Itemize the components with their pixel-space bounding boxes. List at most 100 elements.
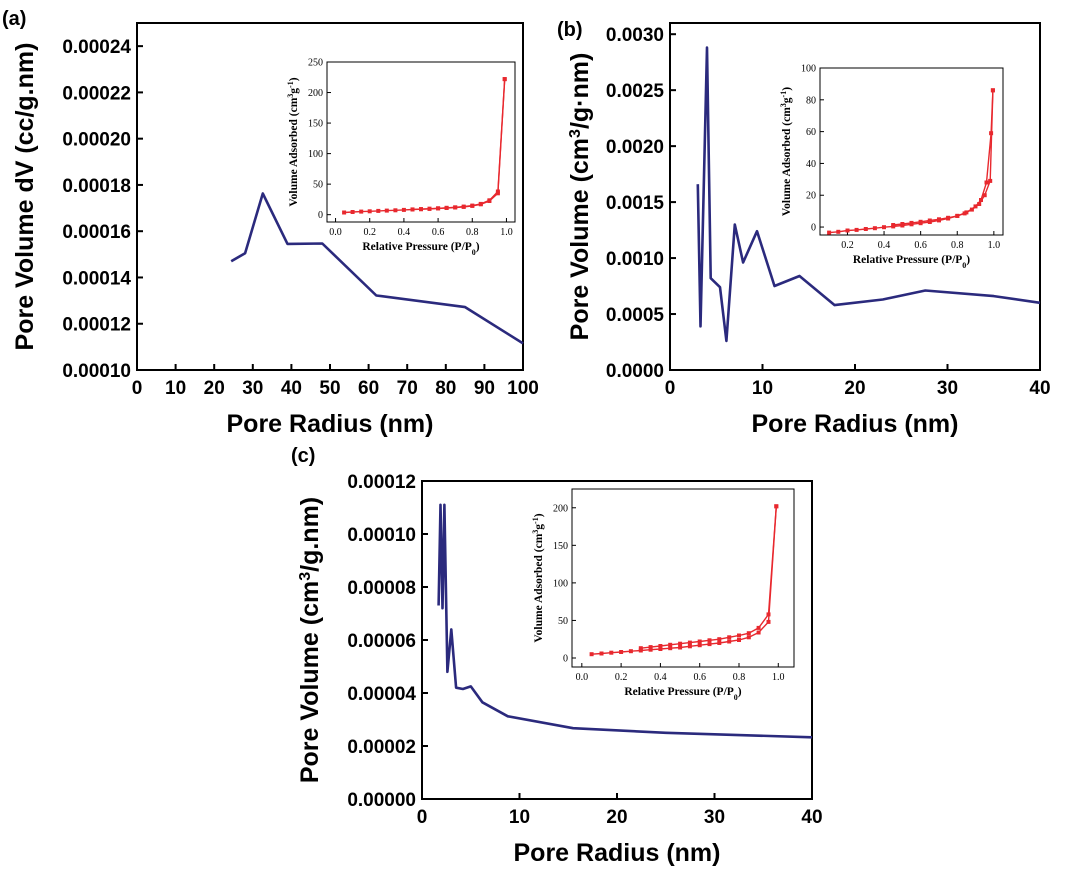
inset-x-tick-label: 0.2 [841,240,854,251]
isotherm-point [756,625,761,630]
inset-x-tick-label: 0.8 [951,240,964,251]
chart-panel-1: 0 10 20 30 40 50 60 70 80 90 1000.000100.000120.00… [11,22,539,438]
x-axis-label: Pore Radius (nm) [752,410,959,438]
isotherm-point [918,219,923,224]
y-tick-label: 0.00004 [347,684,416,705]
inset-x-tick-label: 0.0 [576,672,589,683]
x-tick-label: 100 [507,378,539,399]
isotherm-point [658,644,663,648]
inset-y-tick-label: 0 [811,223,816,234]
isotherm-point [697,643,702,648]
inset-y-tick-label: 20 [806,191,816,202]
isotherm-point [937,217,941,222]
isotherm-point [350,210,355,214]
x-tick-label: 80 [435,378,456,399]
inset-x-axis-label: Relative Pressure (P/P0) [624,686,741,702]
isotherm-point [707,638,712,643]
isotherm-point [495,189,500,194]
inset-y-tick-label: 100 [308,149,323,160]
isotherm-point [854,227,859,232]
isotherm-point [707,642,712,647]
inset-x-tick-label: 0.2 [615,672,628,683]
inset-x-tick-label: 0.8 [466,227,479,238]
inset-x-tick-label: 0.2 [363,227,376,238]
isotherm-point [376,208,381,213]
inset-y-tick-label: 250 [308,58,323,69]
x-tick-label: 20 [204,378,225,399]
inset-y-tick-label: 0 [563,653,568,664]
pore-distribution-line [230,192,524,345]
y-tick-label: 0.00012 [62,315,131,336]
isotherm-point [342,210,347,215]
x-tick-label: 10 [752,378,773,399]
isotherm-point [668,642,673,647]
isotherm-point [969,207,974,212]
x-tick-label: 40 [281,378,302,399]
x-tick-label: 40 [801,807,822,828]
y-tick-label: 0.00010 [347,525,416,546]
y-tick-label: 0.00002 [347,737,416,758]
y-tick-label: 0.0025 [606,81,665,102]
y-tick-label: 0.00022 [62,83,131,104]
x-tick-label: 0 [417,807,428,828]
inset-x-tick-label: 0.6 [914,240,927,251]
isotherm-point [599,651,604,656]
isotherm-point [955,213,960,218]
inset-x-tick-label: 0.6 [432,227,445,238]
inset-y-tick-label: 100 [801,64,816,75]
chart-panel-3: 0 10 20 30 40 0.00000 0.00002 0.00004 0.00006 0.0… [296,472,823,867]
isotherm-inset: 0.0 0.2 0.4 0.6 0.8 1.0 0 50 100 150 200 Relative P… [531,488,795,702]
isotherm-point [419,207,423,212]
isotherm-point [746,635,751,640]
x-tick-label: 50 [319,378,340,399]
y-tick-label: 0.00024 [62,37,131,58]
isotherm-point [678,645,683,650]
isotherm-point [990,88,995,93]
y-tick-label: 0.00014 [62,268,131,289]
isotherm-point [909,220,914,225]
isotherm-point [628,649,633,654]
inset-x-tick-label: 1.0 [772,672,785,683]
isotherm-point [766,619,771,624]
isotherm-point [891,223,896,227]
x-tick-label: 30 [242,378,263,399]
isotherm-point [746,631,751,636]
isotherm-point [393,208,398,213]
isotherm-point [737,633,741,638]
isotherm-point [478,201,483,206]
isotherm-point [668,646,673,651]
isotherm-point [827,230,832,235]
isotherm-point [756,630,761,635]
inset-y-axis-label: Volume Adsorbed (cm3g-1) [779,87,794,216]
isotherm-point [845,228,850,233]
inset-y-tick-label: 0 [318,210,323,221]
isotherm-point [470,203,475,208]
inset-x-tick-label: 0.4 [654,672,667,683]
isotherm-point [444,205,449,210]
isotherm-point [872,226,877,231]
isotherm-point [436,206,441,211]
isotherm-point [900,222,905,226]
inset-frame [326,61,516,223]
isotherm-point [487,198,492,203]
isotherm-inset: 0.2 0.4 0.6 0.8 1.0 0 20 40 60 80 100 Relative Pres… [779,64,1004,270]
y-tick-label: 0.00020 [62,130,131,151]
inset-y-tick-label: 50 [558,616,568,627]
isotherm-point [687,640,692,645]
x-tick-label: 20 [844,378,865,399]
y-axis-label: Pore Volume (cm3/g·nm) [566,53,594,341]
panel-label-b: (b) [557,19,583,41]
pore-distribution-line [437,503,813,739]
x-axis-label: Pore Radius (nm) [514,839,721,867]
x-tick-label: 90 [474,378,495,399]
x-tick-label: 30 [704,807,725,828]
isotherm-point [367,209,372,214]
isotherm-point [882,225,886,230]
y-tick-label: 0.00010 [62,361,131,382]
inset-x-tick-label: 0.4 [878,240,891,251]
inset-y-tick-label: 150 [308,119,323,130]
isotherm-point [977,202,982,206]
inset-y-tick-label: 40 [806,159,816,170]
isotherm-point [927,218,932,223]
x-tick-label: 0 [132,378,143,399]
